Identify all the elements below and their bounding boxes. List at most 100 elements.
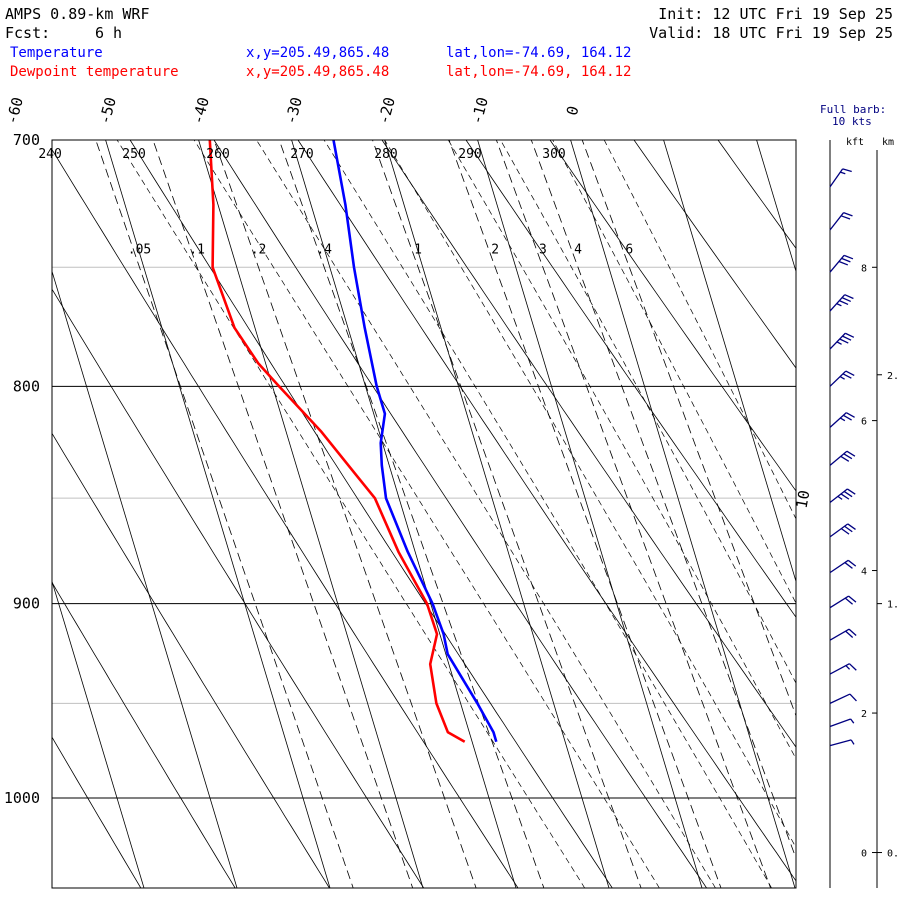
barb-flag (846, 488, 856, 495)
isotherm-line (105, 140, 331, 888)
wind-barb (829, 595, 857, 609)
dry-adiabat-label: 290 (458, 147, 481, 162)
wind-barb-panel (829, 140, 857, 888)
mixing-ratio-label: 4 (574, 242, 582, 257)
mixing-ratio-line (448, 140, 722, 888)
dewpoint-line (208, 140, 466, 743)
moist-adiabat-line (552, 140, 796, 604)
kft-tick-label: 4 (861, 567, 867, 578)
barb-half-flag (839, 376, 845, 380)
barb-shaft (829, 559, 849, 574)
barb-shaft (829, 254, 845, 273)
barb-flag (847, 523, 856, 530)
barb-shaft (829, 294, 846, 312)
valid-time: Valid: 18 UTC Fri 19 Sep 25 (649, 24, 893, 42)
barb-flag (843, 254, 854, 260)
dry-adiabat-line (213, 140, 708, 888)
wind-barb (829, 168, 852, 188)
barb-shaft (829, 739, 852, 747)
dry-adiabat-line (465, 140, 796, 618)
barb-flag (845, 332, 855, 338)
barb-flag (847, 559, 857, 567)
dry-adiabat-label: 280 (374, 147, 397, 162)
dry-adiabat-label: 240 (38, 147, 61, 162)
dry-adiabat-label: 250 (122, 147, 145, 162)
km-tick-label: 1. (887, 600, 899, 611)
mixing-ratio-line (152, 140, 414, 888)
isotherm-label: -60 (3, 95, 27, 126)
barb-flag (840, 493, 850, 500)
barb-half-flag (836, 303, 842, 307)
dry-adiabat-label: 300 (542, 147, 565, 162)
barb-half-flag (836, 341, 842, 345)
wind-barb (829, 450, 856, 466)
wind-barb (829, 559, 857, 574)
km-tick-label: 2. (887, 371, 899, 382)
wind-barb (829, 739, 855, 747)
isotherm-label: -30 (282, 95, 306, 126)
barb-flag (845, 370, 855, 377)
barb-flag (843, 490, 853, 498)
wind-barb (829, 212, 853, 231)
wind-barb (829, 294, 854, 312)
wind-barb (829, 523, 856, 538)
barb-flag (843, 212, 853, 217)
mixing-ratio-line (372, 140, 642, 888)
dry-adiabat-line (549, 140, 796, 492)
barb-flag (839, 300, 849, 306)
mixing-ratio-label: .05 (128, 242, 151, 257)
moist-adiabat-line (447, 140, 796, 760)
dry-adiabat-line (52, 736, 142, 888)
barb-half-flag (845, 665, 851, 670)
isotherm-label: 0 (563, 104, 583, 117)
isotherm-line (52, 579, 145, 888)
moist-adiabat-line (384, 140, 796, 849)
kft-tick-label: 0 (861, 849, 867, 860)
fcst-label: Fcst: (5, 24, 50, 42)
barb-flag (845, 630, 854, 638)
kft-tick-label: 2 (861, 709, 867, 720)
barb-flag (844, 294, 854, 300)
wind-barb (829, 332, 855, 350)
legend-temperature-latlon: lat,lon=-74.69, 164.12 (446, 45, 631, 61)
mixing-ratio-label: 1 (414, 242, 422, 257)
barb-flag (842, 373, 852, 379)
dry-adiabat-label: 270 (290, 147, 313, 162)
dry-adiabat-label: 260 (206, 147, 229, 162)
barb-half-flag (840, 417, 846, 422)
legend-temperature-name: Temperature (10, 45, 103, 61)
height-axis: kft km 0 2 4 6 8 0. 1. 2. (846, 137, 899, 888)
wind-barb (829, 628, 857, 641)
wind-barb (829, 412, 855, 428)
moist-adiabat-line (500, 140, 796, 684)
barb-flag (846, 412, 855, 418)
isotherm-line (384, 140, 610, 888)
barb-flag (838, 260, 849, 266)
legend-dewpoint-latlon: lat,lon=-74.69, 164.12 (446, 64, 631, 80)
barb-half-flag (850, 739, 855, 745)
barb-flag (840, 455, 850, 462)
barb-flag (849, 693, 857, 702)
model-title: AMPS 0.89-km WRF (5, 5, 150, 23)
barb-flag (846, 450, 856, 457)
mixing-ratio-label: 3 (539, 242, 547, 257)
barb-shaft (829, 168, 844, 188)
barb-flag (842, 335, 852, 341)
mixing-ratio-label: .4 (316, 242, 332, 257)
isotherm-line (198, 140, 424, 888)
barb-flag (844, 597, 853, 605)
dry-adiabat-line (129, 140, 613, 888)
km-units: km (882, 137, 894, 148)
barb-flag (840, 528, 850, 535)
pressure-label-1000: 1000 (4, 789, 40, 807)
wind-barb (829, 254, 854, 273)
mixing-ratio-label: 6 (625, 242, 633, 257)
barb-shaft (829, 718, 851, 728)
barb-key-line2: 10 kts (832, 115, 872, 128)
isotherm-label-10: 10 (793, 489, 814, 510)
pressure-label-800: 800 (13, 377, 40, 395)
barb-half-flag (837, 495, 843, 500)
mixing-ratio-label: .1 (189, 242, 205, 257)
barb-flag (848, 595, 857, 603)
barb-flag (848, 628, 857, 636)
